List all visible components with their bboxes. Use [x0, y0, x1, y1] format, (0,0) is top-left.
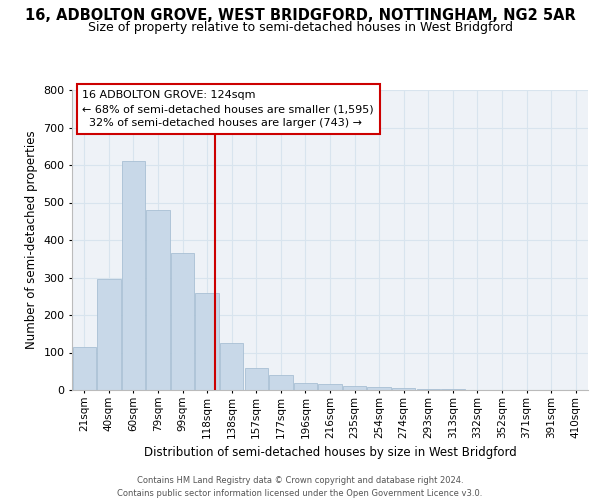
X-axis label: Distribution of semi-detached houses by size in West Bridgford: Distribution of semi-detached houses by …	[143, 446, 517, 459]
Bar	[146, 210, 170, 390]
Text: 16, ADBOLTON GROVE, WEST BRIDGFORD, NOTTINGHAM, NG2 5AR: 16, ADBOLTON GROVE, WEST BRIDGFORD, NOTT…	[25, 8, 575, 22]
Bar	[343, 386, 366, 390]
Text: Contains HM Land Registry data © Crown copyright and database right 2024.
Contai: Contains HM Land Registry data © Crown c…	[118, 476, 482, 498]
Bar	[367, 387, 391, 390]
Bar	[196, 292, 219, 390]
Bar	[245, 368, 268, 390]
Bar	[73, 347, 96, 390]
Bar	[392, 388, 415, 390]
Text: Size of property relative to semi-detached houses in West Bridgford: Size of property relative to semi-detach…	[88, 21, 512, 34]
Bar	[171, 253, 194, 390]
Bar	[269, 375, 293, 390]
Text: 16 ADBOLTON GROVE: 124sqm
← 68% of semi-detached houses are smaller (1,595)
  32: 16 ADBOLTON GROVE: 124sqm ← 68% of semi-…	[82, 90, 374, 128]
Bar	[319, 384, 341, 390]
Bar	[220, 343, 244, 390]
Bar	[97, 280, 121, 390]
Bar	[294, 382, 317, 390]
Bar	[416, 389, 440, 390]
Bar	[122, 161, 145, 390]
Bar	[441, 389, 464, 390]
Y-axis label: Number of semi-detached properties: Number of semi-detached properties	[25, 130, 38, 350]
